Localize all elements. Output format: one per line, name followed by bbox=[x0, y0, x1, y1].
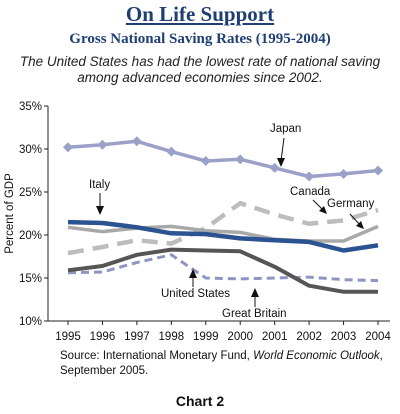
y-tick-label: 15% bbox=[19, 273, 42, 285]
data-point-japan bbox=[97, 139, 108, 150]
series-label-united-states: United States bbox=[161, 288, 230, 300]
y-axis-label: Percent of GDP bbox=[4, 173, 16, 254]
source-prefix: Source: International Monetary Fund, bbox=[60, 350, 254, 362]
data-point-japan bbox=[338, 168, 349, 179]
chart-title: On Life Support bbox=[125, 2, 275, 26]
series-label-germany: Germany bbox=[327, 198, 375, 210]
source-publication: World Economic Outlook bbox=[253, 350, 380, 362]
series-line-italy bbox=[67, 219, 379, 253]
y-tick-label: 10% bbox=[19, 316, 42, 328]
series-line-germany bbox=[67, 224, 379, 243]
x-tick-label: 1999 bbox=[193, 331, 219, 343]
data-point-japan bbox=[131, 136, 142, 147]
source-note: Source: International Monetary Fund, Wor… bbox=[60, 349, 395, 379]
data-point-japan bbox=[200, 156, 211, 167]
united-states-label-arrowhead bbox=[189, 269, 197, 278]
series-line-great-britain bbox=[67, 253, 379, 283]
y-tick-label: 25% bbox=[19, 187, 42, 199]
x-tick-label: 1997 bbox=[124, 331, 150, 343]
y-tick-label: 30% bbox=[19, 144, 42, 156]
series-label-italy: Italy bbox=[89, 179, 110, 191]
germany-label-arrowhead bbox=[356, 221, 364, 229]
x-tick-label: 1998 bbox=[159, 331, 185, 343]
x-tick-label: 1996 bbox=[90, 331, 116, 343]
x-tick-label: 2000 bbox=[227, 331, 253, 343]
axes-group: 10% 15% 20% 25% 30% 35% 1995 1996 1997 1998 1999 20… bbox=[4, 101, 391, 343]
series-label-canada: Canada bbox=[290, 186, 331, 198]
italy-label-arrowhead bbox=[96, 206, 104, 215]
x-tick-label: 2004 bbox=[365, 331, 391, 343]
x-tick-label: 1995 bbox=[55, 331, 81, 343]
data-point-japan bbox=[166, 146, 177, 157]
series-layer bbox=[63, 136, 383, 294]
data-point-japan bbox=[63, 142, 73, 153]
y-tick-label: 20% bbox=[19, 230, 42, 242]
japan-label-arrowhead bbox=[277, 158, 285, 167]
series-line-canada bbox=[67, 200, 379, 256]
chart-subtitle: Gross National Saving Rates (1995-2004) bbox=[69, 31, 331, 47]
x-tick-label: 2002 bbox=[296, 331, 322, 343]
germany-label-arrow bbox=[349, 213, 361, 226]
saving-rates-line-chart: 10% 15% 20% 25% 30% 35% 1995 1996 1997 1998 1999 20… bbox=[4, 101, 391, 343]
chart-number-label: Chart 2 bbox=[175, 393, 225, 409]
data-point-japan bbox=[373, 165, 383, 176]
data-point-japan bbox=[235, 154, 246, 165]
x-tick-label: 2001 bbox=[262, 331, 288, 343]
annotations-group: Japan Italy Canada Germany United States… bbox=[89, 123, 375, 320]
series-label-japan: Japan bbox=[270, 123, 301, 135]
japan-label-arrow bbox=[280, 137, 285, 162]
series-label-great-britain: Great Britain bbox=[222, 308, 287, 320]
canada-label-arrow bbox=[312, 199, 323, 210]
canada-label-arrowhead bbox=[319, 206, 327, 214]
y-tick-label: 35% bbox=[19, 101, 42, 113]
series-line-japan bbox=[67, 139, 379, 179]
series-line-united-states bbox=[67, 247, 378, 294]
x-tick-label: 2003 bbox=[331, 331, 357, 343]
data-point-japan bbox=[304, 171, 315, 182]
source-suffix: , September 2005. bbox=[60, 350, 383, 377]
chart-caption: The United States has had the lowest rat… bbox=[19, 54, 381, 85]
great-britain-label-arrowhead bbox=[251, 288, 259, 297]
data-point-japan bbox=[269, 162, 280, 173]
